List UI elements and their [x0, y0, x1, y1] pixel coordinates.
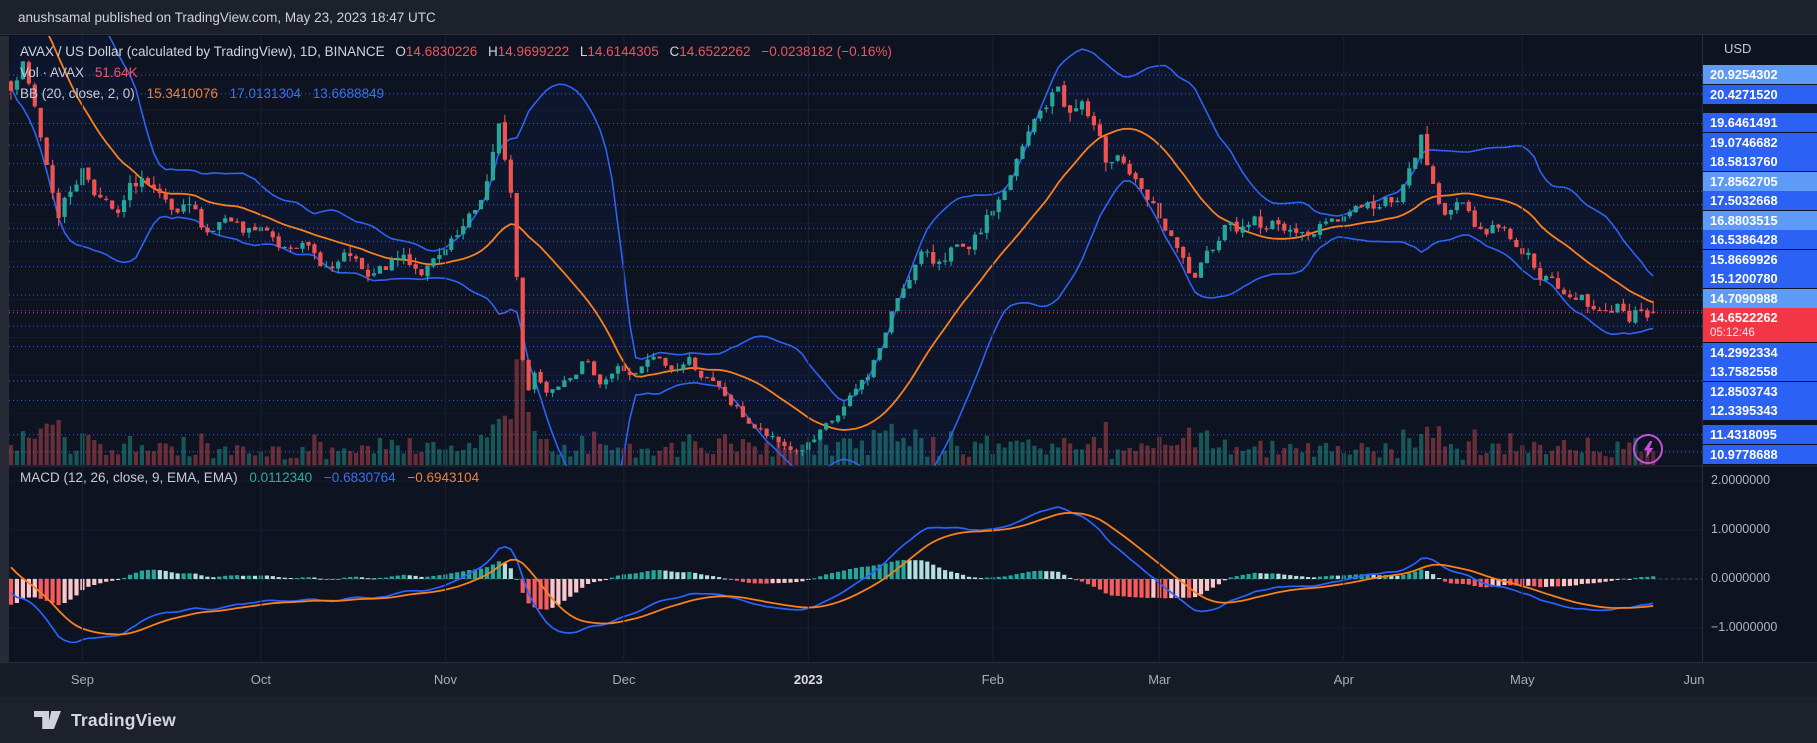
close-value: 14.6522262 — [679, 44, 751, 59]
price-level-label[interactable]: 13.7582558 — [1703, 362, 1817, 382]
price-scale[interactable]: USD 20.9254302 20.4271520 19.6461491 19.074… — [1703, 35, 1817, 697]
macd-line-value: −0.6830764 — [323, 470, 396, 485]
time-axis-label: Dec — [612, 672, 636, 687]
price-level-label[interactable]: 12.3395343 — [1703, 401, 1817, 421]
time-axis-label: Oct — [250, 672, 272, 687]
time-axis[interactable]: Sep Oct Nov Dec 2023 Feb Mar Apr May Jun — [0, 662, 1817, 697]
time-axis-label: Sep — [70, 672, 94, 687]
price-level-label[interactable]: 16.5386428 — [1703, 230, 1817, 250]
change-value: −0.0238182 (−0.16%) — [761, 44, 892, 59]
price-level-label[interactable]: 17.8562705 — [1703, 171, 1817, 191]
price-level-label[interactable]: 15.1200780 — [1703, 269, 1817, 289]
bb-label: BB (20, close, 2, 0) — [20, 86, 135, 101]
bb-legend-row[interactable]: BB (20, close, 2, 0) 15.3410076 17.01313… — [20, 83, 892, 104]
price-level-label[interactable]: 15.8669926 — [1703, 249, 1817, 269]
time-axis-label: 2023 — [793, 672, 823, 687]
last-price-value: 14.6522262 — [1710, 310, 1778, 326]
time-axis-label: Jun — [1683, 672, 1705, 687]
price-level-label[interactable]: 19.6461491 — [1703, 113, 1817, 133]
footer-bar: TradingView — [0, 697, 1817, 743]
last-price-label: 14.6522262 05:12:46 — [1703, 308, 1817, 343]
time-axis-label: May — [1510, 672, 1535, 687]
bb-lower-value: 13.6688849 — [312, 86, 385, 101]
time-axis-label: Feb — [981, 672, 1004, 687]
symbol-legend-row[interactable]: AVAX / US Dollar (calculated by TradingV… — [20, 41, 892, 62]
bar-countdown: 05:12:46 — [1710, 327, 1755, 340]
volume-legend-row[interactable]: Vol · AVAX 51.64K — [20, 62, 892, 83]
close-label: C — [669, 44, 680, 59]
price-level-label[interactable]: 20.9254302 — [1703, 65, 1817, 85]
time-axis-label: Apr — [1333, 672, 1354, 687]
price-level-label[interactable]: 11.4318095 — [1703, 425, 1817, 445]
volume-value: 51.64K — [94, 65, 138, 80]
left-margin — [0, 36, 9, 662]
flash-icon[interactable] — [1633, 434, 1663, 464]
symbol-title: AVAX / US Dollar (calculated by TradingV… — [20, 44, 385, 59]
macd-scale-tick: 1.0000000 — [1711, 522, 1771, 536]
publish-bar: anushsamal published on TradingView.com,… — [0, 0, 1817, 35]
bb-upper-value: 17.0131304 — [229, 86, 301, 101]
time-axis-label: Nov — [433, 672, 457, 687]
price-level-label[interactable]: 10.9778688 — [1703, 444, 1817, 464]
chart-legend: AVAX / US Dollar (calculated by TradingV… — [20, 41, 892, 104]
publish-info: anushsamal published on TradingView.com,… — [18, 9, 436, 25]
bb-basis-value: 15.3410076 — [146, 86, 218, 101]
low-value: 14.6144305 — [587, 44, 659, 59]
price-level-label[interactable]: 16.8803515 — [1703, 210, 1817, 230]
macd-legend-row[interactable]: MACD (12, 26, close, 9, EMA, EMA) 0.0112… — [20, 470, 479, 485]
macd-label: MACD (12, 26, close, 9, EMA, EMA) — [20, 470, 238, 485]
price-level-label[interactable]: 19.0746682 — [1703, 132, 1817, 152]
high-label: H — [488, 44, 498, 59]
price-level-label[interactable]: 12.8503743 — [1703, 381, 1817, 401]
price-scale-currency: USD — [1724, 40, 1752, 56]
price-level-label[interactable]: 18.5813760 — [1703, 152, 1817, 172]
open-value: 14.6830226 — [405, 44, 478, 59]
time-axis-label: Mar — [1148, 672, 1171, 687]
price-level-label[interactable]: 17.5032668 — [1703, 191, 1817, 211]
macd-scale-tick: 2.0000000 — [1711, 473, 1771, 487]
tradingview-logo-icon[interactable] — [34, 710, 61, 730]
open-label: O — [395, 44, 406, 59]
high-value: 14.9699222 — [497, 44, 570, 59]
macd-scale-tick: 0.0000000 — [1711, 571, 1771, 585]
macd-signal-value: −0.6943104 — [407, 470, 480, 485]
macd-hist-value: 0.0112340 — [249, 470, 313, 485]
price-level-label[interactable]: 14.2992334 — [1703, 342, 1817, 362]
price-level-label[interactable]: 20.4271520 — [1703, 84, 1817, 104]
volume-label: Vol · AVAX — [20, 65, 85, 80]
macd-scale-tick: −1.0000000 — [1711, 620, 1778, 634]
lightning-bolt-icon — [1643, 440, 1653, 458]
price-level-label[interactable]: 14.7090988 — [1703, 288, 1817, 308]
brand-name[interactable]: TradingView — [71, 709, 176, 730]
low-label: L — [579, 44, 588, 59]
